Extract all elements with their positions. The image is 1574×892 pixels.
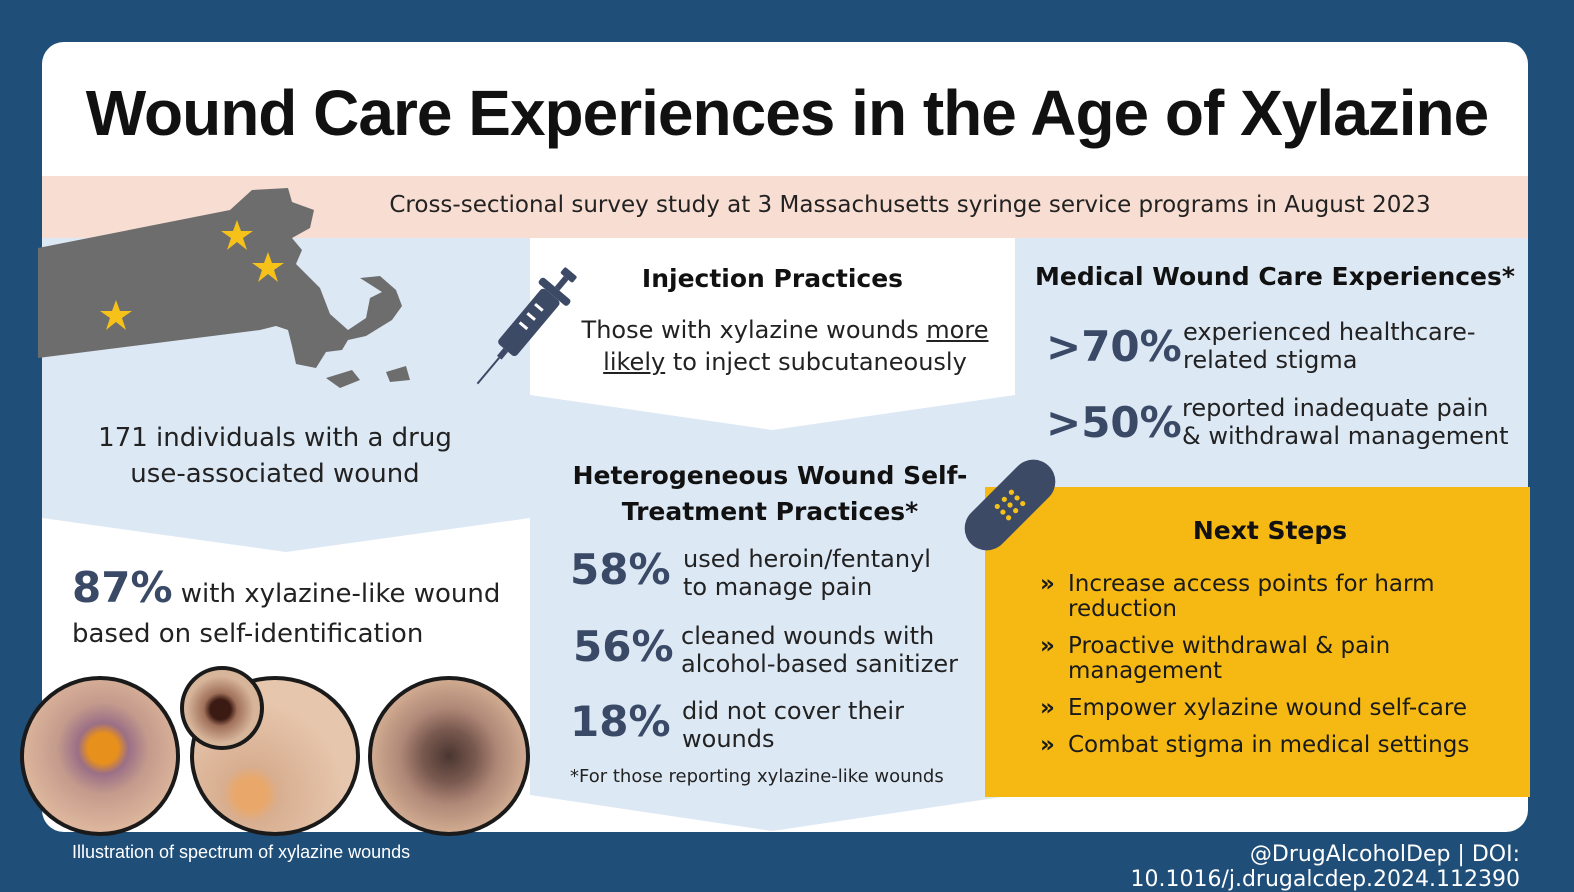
study-subtitle: Cross-sectional survey study at 3 Massac… xyxy=(389,192,1431,218)
next-steps-heading: Next Steps xyxy=(1192,516,1348,545)
wound-illustration-3 xyxy=(180,666,264,750)
injection-text-underlined: more likely xyxy=(603,316,989,376)
list-item: » Increase access points for harm reduct… xyxy=(1040,572,1510,622)
massachusetts-map-icon xyxy=(38,188,410,388)
next-steps-panel xyxy=(985,487,1530,797)
stat-value: >50% xyxy=(1046,398,1182,447)
stat-label: did not cover their wounds xyxy=(682,697,904,753)
stat-label: reported inadequate pain & withdrawal ma… xyxy=(1182,394,1509,450)
citation-line-2: @DrugAlcoholDep | DOI: 10.1016/j.drugalc… xyxy=(1130,842,1520,892)
self-treatment-heading: Heterogeneous Wound Self-Treatment Pract… xyxy=(572,461,968,526)
xylazine-stat-block: 87% with xylazine-like wound based on se… xyxy=(72,567,522,654)
xylazine-stat-line2: based on self-identification xyxy=(72,619,424,649)
xylazine-stat-value: 87% xyxy=(72,563,173,612)
xylazine-stat-line1: with xylazine-like wound xyxy=(180,579,501,609)
injection-text-after: to inject subcutaneously xyxy=(665,348,967,376)
list-item: » Proactive withdrawal & pain management xyxy=(1040,634,1510,684)
stat-label: experienced healthcare-related stigma xyxy=(1183,318,1476,374)
next-steps-list: » Increase access points for harm reduct… xyxy=(1040,572,1510,770)
list-item-text: Empower xylazine wound self-care xyxy=(1068,695,1467,721)
injection-heading: Injection Practices xyxy=(641,264,904,293)
medical-heading: Medical Wound Care Experiences* xyxy=(1035,262,1515,291)
injection-text: Those with xylazine wounds more likely t… xyxy=(575,314,995,378)
bullet-marker: » xyxy=(1040,633,1055,659)
wound-illustration-1 xyxy=(20,676,180,836)
list-item-text: Increase access points for harm reductio… xyxy=(1068,571,1435,622)
center-panel-bg xyxy=(530,395,1015,795)
bullet-marker: » xyxy=(1040,695,1055,721)
stat-value: 18% xyxy=(570,697,671,746)
syringe-icon xyxy=(476,267,577,385)
list-item-text: Combat stigma in medical settings xyxy=(1068,732,1470,758)
stat-label: used heroin/fentanyl to manage pain xyxy=(683,545,931,601)
stat-value: 56% xyxy=(573,622,674,671)
stat-value: 58% xyxy=(570,545,671,594)
list-item-text: Proactive withdrawal & pain management xyxy=(1068,633,1391,684)
bullet-marker: » xyxy=(1040,571,1055,597)
participants-text: 171 individuals with a drug use-associat… xyxy=(98,423,452,489)
wound-illustration-2 xyxy=(190,676,360,836)
stat-label: cleaned wounds with alcohol-based saniti… xyxy=(681,622,958,678)
star-icons xyxy=(100,220,284,330)
bullet-marker: » xyxy=(1040,732,1055,758)
wound-illustration-4 xyxy=(368,676,530,836)
list-item: » Combat stigma in medical settings xyxy=(1040,733,1510,758)
list-item: » Empower xylazine wound self-care xyxy=(1040,696,1510,721)
right-panel-bg xyxy=(1015,238,1528,488)
citation-line-1: Jawa R, Ismail S, Shang M, Murray S, et … xyxy=(975,808,1520,833)
wounds-caption: Illustration of spectrum of xylazine wou… xyxy=(72,842,411,862)
page-title: Wound Care Experiences in the Age of Xyl… xyxy=(85,77,1489,149)
stat-value: >70% xyxy=(1046,322,1182,371)
bandage-icon xyxy=(964,459,1056,551)
self-treatment-footnote: *For those reporting xylazine-like wound… xyxy=(570,766,944,787)
injection-text-before: Those with xylazine wounds xyxy=(581,316,927,344)
